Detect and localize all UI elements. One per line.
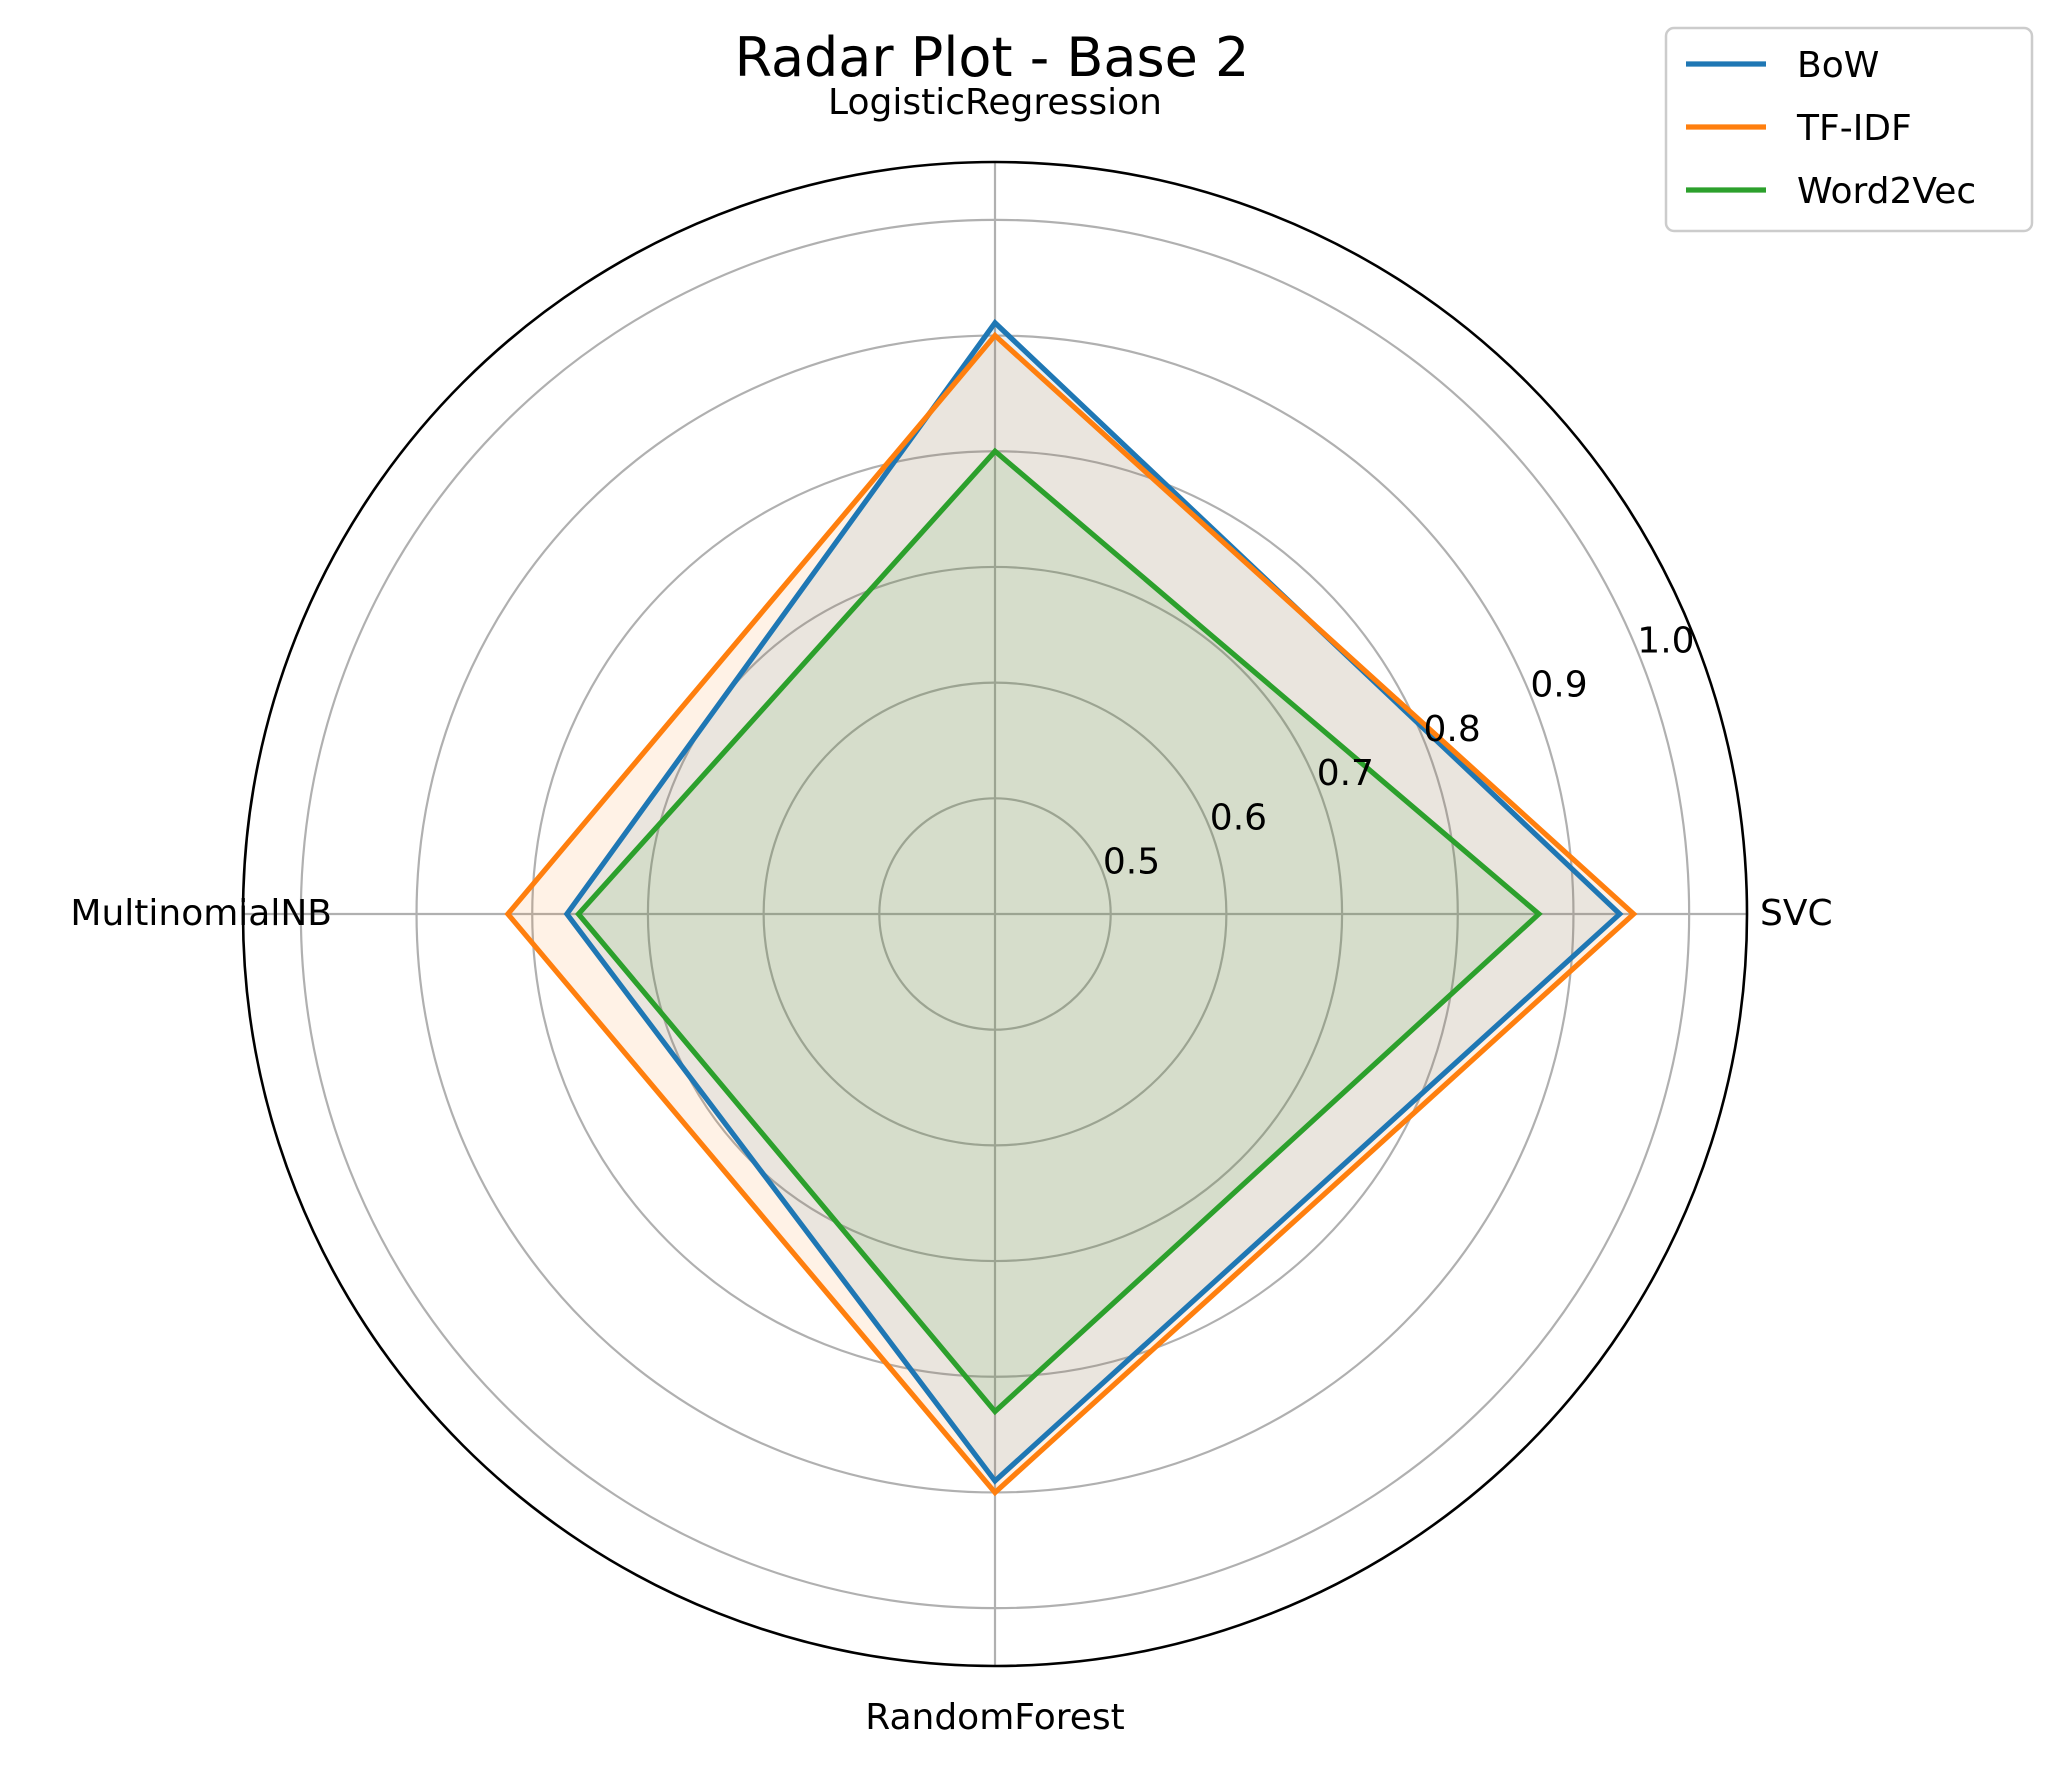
r-tick-label-4: 0.9: [1530, 665, 1587, 706]
series-fill-0: [566, 322, 1620, 1481]
r-tick-label-2: 0.7: [1317, 753, 1374, 794]
series-line-1: [504, 331, 1638, 1497]
chart-labels: LogisticRegression SVC RandomForest Multino…: [70, 82, 1832, 1738]
series-fill-2: [578, 451, 1539, 1412]
chart-title: Radar Plot - Base 2: [735, 26, 1250, 89]
legend-box: [1664, 26, 2034, 233]
category-label-1: SVC: [1760, 893, 1833, 934]
r-tick-label-0: 0.5: [1103, 842, 1160, 883]
r-tick-label-1: 0.6: [1210, 798, 1267, 839]
legend-label-0: BoW: [1797, 45, 1879, 86]
category-label-2: RandomForest: [865, 1697, 1125, 1738]
legend: BoW TF-IDF Word2Vec: [1664, 26, 2034, 233]
legend-label-1: TF-IDF: [1796, 108, 1912, 149]
series-line-0: [563, 318, 1624, 1485]
data-series: [504, 318, 1638, 1497]
r-tick-label-3: 0.8: [1424, 709, 1481, 750]
legend-label-2: Word2Vec: [1797, 171, 1976, 212]
r-tick-label-5: 1.0: [1637, 620, 1694, 661]
category-label-3: MultinomialNB: [70, 893, 332, 934]
series-fill-1: [507, 335, 1634, 1493]
category-label-0: LogisticRegression: [828, 82, 1162, 123]
outer-frame: [241, 160, 1749, 1668]
series-line-2: [575, 447, 1543, 1416]
